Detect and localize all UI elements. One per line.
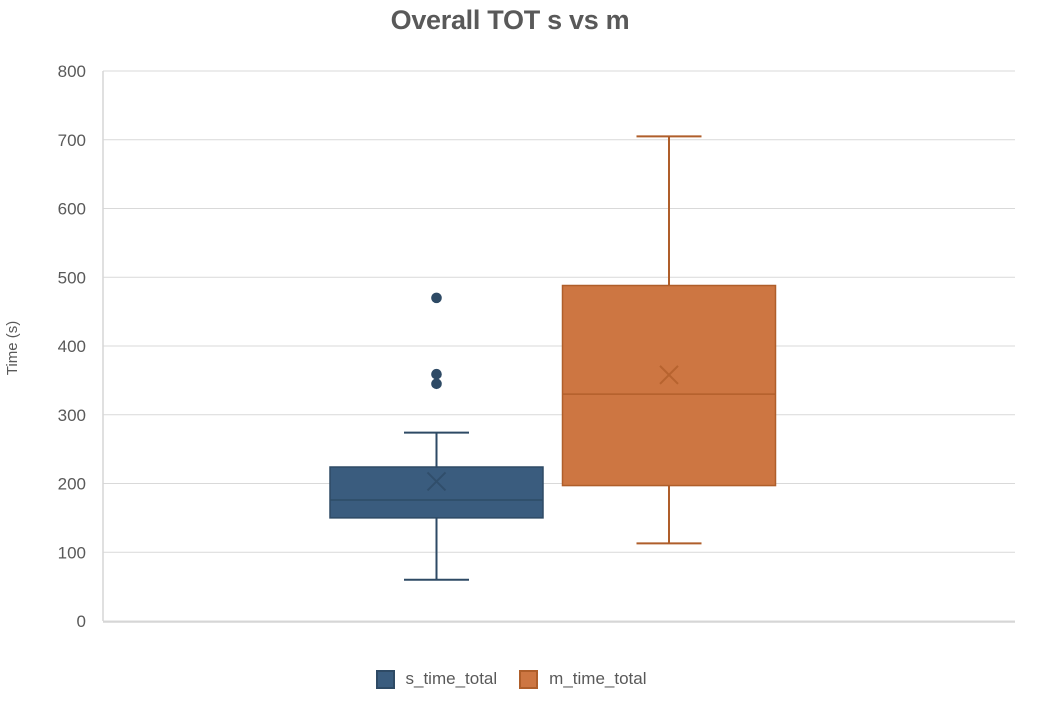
boxplot-s_time_total — [329, 292, 544, 581]
outlier-dot — [431, 292, 442, 304]
y-tick-label: 700 — [58, 131, 86, 150]
y-tick-label: 400 — [58, 337, 86, 356]
y-tick-label: 100 — [58, 543, 86, 562]
boxplot-m_time_total — [561, 135, 777, 545]
y-tick-label: 300 — [58, 406, 86, 425]
legend-swatch-icon — [375, 669, 395, 689]
legend-label: s_time_total — [405, 669, 498, 688]
legend: s_time_total m_time_total — [0, 669, 1022, 689]
y-tick-label: 800 — [58, 62, 86, 81]
box-s_time_total — [329, 466, 544, 519]
legend-item-m_time_total: m_time_total — [519, 669, 647, 689]
legend-label: m_time_total — [549, 669, 647, 688]
outlier-dot — [431, 368, 442, 380]
mean-x-marker — [659, 365, 679, 385]
y-tick-label: 600 — [58, 200, 86, 219]
outlier-dot — [431, 378, 442, 390]
legend-item-s_time_total: s_time_total — [375, 669, 498, 689]
y-tick-label: 0 — [77, 612, 86, 631]
y-tick-label: 200 — [58, 475, 86, 494]
legend-swatch-icon — [519, 669, 539, 689]
mean-x-marker — [426, 471, 447, 492]
y-tick-label: 500 — [58, 268, 86, 287]
chart-title: Overall TOT s vs m — [390, 5, 630, 35]
box-m_time_total — [561, 284, 777, 487]
